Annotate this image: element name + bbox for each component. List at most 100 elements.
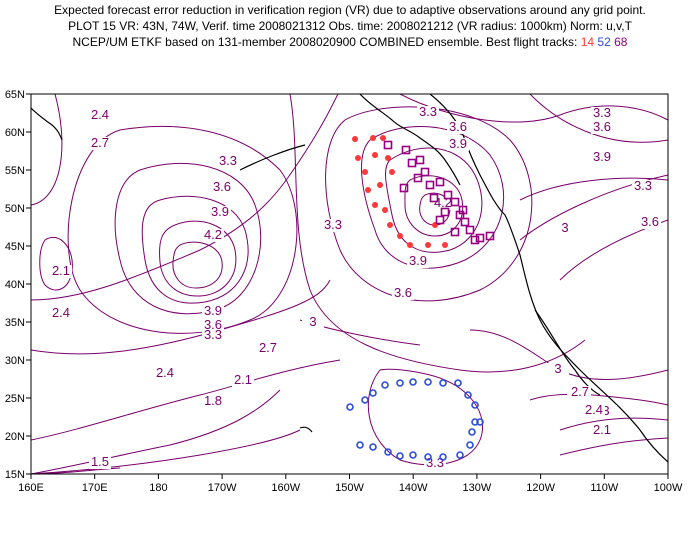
- track-52-marker: [456, 451, 464, 459]
- contour-line: [399, 94, 668, 123]
- contour-label: 3.9: [204, 303, 222, 318]
- y-tick-label: 55N: [5, 165, 25, 177]
- contour-line: [31, 94, 339, 301]
- contour-labels: 2.42.73.33.63.94.22.12.4 3.93.63.332.72.4…: [50, 104, 661, 470]
- track-52-marker: [356, 441, 364, 449]
- track-68-marker: [415, 155, 425, 165]
- track-68-marker: [399, 183, 409, 193]
- track-68-marker: [407, 158, 417, 168]
- track-52-marker: [424, 378, 432, 386]
- contour-line: [31, 94, 63, 206]
- contour-label: 3.9: [409, 253, 427, 268]
- track-14-marker: [362, 169, 368, 175]
- track-52-marker: [476, 418, 484, 426]
- track-68-marker: [420, 167, 430, 177]
- map-frame: [30, 93, 669, 475]
- contour-label-bg: [302, 316, 324, 329]
- x-tick-label: 160W: [271, 482, 300, 494]
- contour-label: 3.9: [449, 136, 467, 151]
- contour-line: [367, 368, 484, 466]
- contour-label-bg: [591, 107, 613, 120]
- track-68-marker: [435, 177, 445, 187]
- contour-label-bg: [50, 265, 72, 278]
- track-68-marker: [440, 207, 450, 217]
- contour-label: 3.6: [593, 119, 611, 134]
- track-52-marker: [409, 378, 417, 386]
- contour-label: 1.8: [204, 393, 222, 408]
- track-68-marker: [460, 217, 470, 227]
- contour-label-bg: [217, 155, 239, 168]
- x-tick-label: 170E: [82, 482, 108, 494]
- track-14-marker: [370, 135, 376, 141]
- track-52-marker: [369, 389, 377, 397]
- y-tick-label: 40N: [5, 279, 25, 291]
- track-52-marker: [396, 452, 404, 460]
- contour-label-bg: [392, 287, 414, 300]
- track-14-marker: [389, 169, 395, 175]
- contour-label-bg: [583, 404, 605, 417]
- track-52-marker: [464, 391, 472, 399]
- contour-label: 4.2: [204, 227, 222, 242]
- contour-label: 3.6: [449, 119, 467, 134]
- y-tick-label: 60N: [5, 127, 25, 139]
- track-52-marker: [466, 441, 474, 449]
- track-14-marker: [372, 152, 378, 158]
- x-tick-label: 110W: [590, 482, 619, 494]
- coastline-islands: [299, 426, 313, 433]
- track-68-marker: [435, 215, 445, 225]
- x-tick-label: 160E: [18, 482, 44, 494]
- contour-label: 3.3: [204, 327, 222, 342]
- track-14-marker: [355, 155, 361, 161]
- track-14-marker: [385, 155, 391, 161]
- x-tick-label: 140W: [399, 482, 428, 494]
- contour-label: 3.3: [419, 104, 437, 119]
- track-68-marker: [450, 227, 460, 237]
- x-tick-label: 150W: [335, 482, 364, 494]
- contour-label: 2.4: [156, 365, 174, 380]
- contour-label: 3.6: [394, 285, 412, 300]
- track-52-marker: [471, 401, 479, 409]
- contour-label: 2.1: [593, 422, 611, 437]
- track-14-marker: [352, 136, 358, 142]
- track-68-marker: [425, 180, 435, 190]
- y-tick-label: 50N: [5, 203, 25, 215]
- track-52-marker: [424, 453, 432, 461]
- track-52-marker: [396, 379, 404, 387]
- coastline-north-america: [429, 94, 668, 463]
- track-14-label: 14: [580, 35, 595, 49]
- contour-label: 3.9: [211, 204, 229, 219]
- contour-label-bg: [569, 386, 591, 399]
- track-52-marker: [454, 379, 462, 387]
- contour-label: 3: [602, 403, 609, 418]
- contour-label: 1.5: [91, 454, 109, 469]
- contour-label-bg: [639, 216, 661, 229]
- contour-label-bg: [447, 121, 469, 134]
- contour-label: 3.3: [634, 178, 652, 193]
- track-52-marker: [369, 443, 377, 451]
- x-tick-label: 120W: [526, 482, 555, 494]
- contour-label: 3.3: [593, 105, 611, 120]
- contour-lines: [31, 94, 668, 474]
- contour-label-bg: [257, 342, 279, 355]
- contour-label-bg: [547, 363, 569, 376]
- contour-line: [559, 437, 668, 456]
- contour-label: 2.4: [91, 107, 109, 122]
- y-tick-label: 65N: [5, 89, 25, 101]
- contour-label-bg: [154, 367, 176, 380]
- track-14-marker: [380, 135, 386, 141]
- contour-line: [529, 393, 668, 406]
- contour-label-bg: [591, 121, 613, 134]
- contour-label: 2.7: [91, 135, 109, 150]
- track-14-marker: [377, 182, 383, 188]
- plot-title-line-3: NCEP/UM ETKF based on 131-member 2008020…: [0, 35, 700, 49]
- coastline-kamchatka: [31, 107, 63, 141]
- contour-line: [31, 279, 331, 355]
- contour-label: 2.1: [52, 263, 70, 278]
- contour-label-bg: [554, 222, 576, 235]
- contour-label: 2.4: [52, 305, 70, 320]
- track-52-label: 52: [597, 35, 611, 49]
- contour-label-bg: [632, 180, 654, 193]
- track-52-marker: [346, 403, 354, 411]
- plot-title-line-1: Expected forecast error reduction in ver…: [54, 3, 646, 17]
